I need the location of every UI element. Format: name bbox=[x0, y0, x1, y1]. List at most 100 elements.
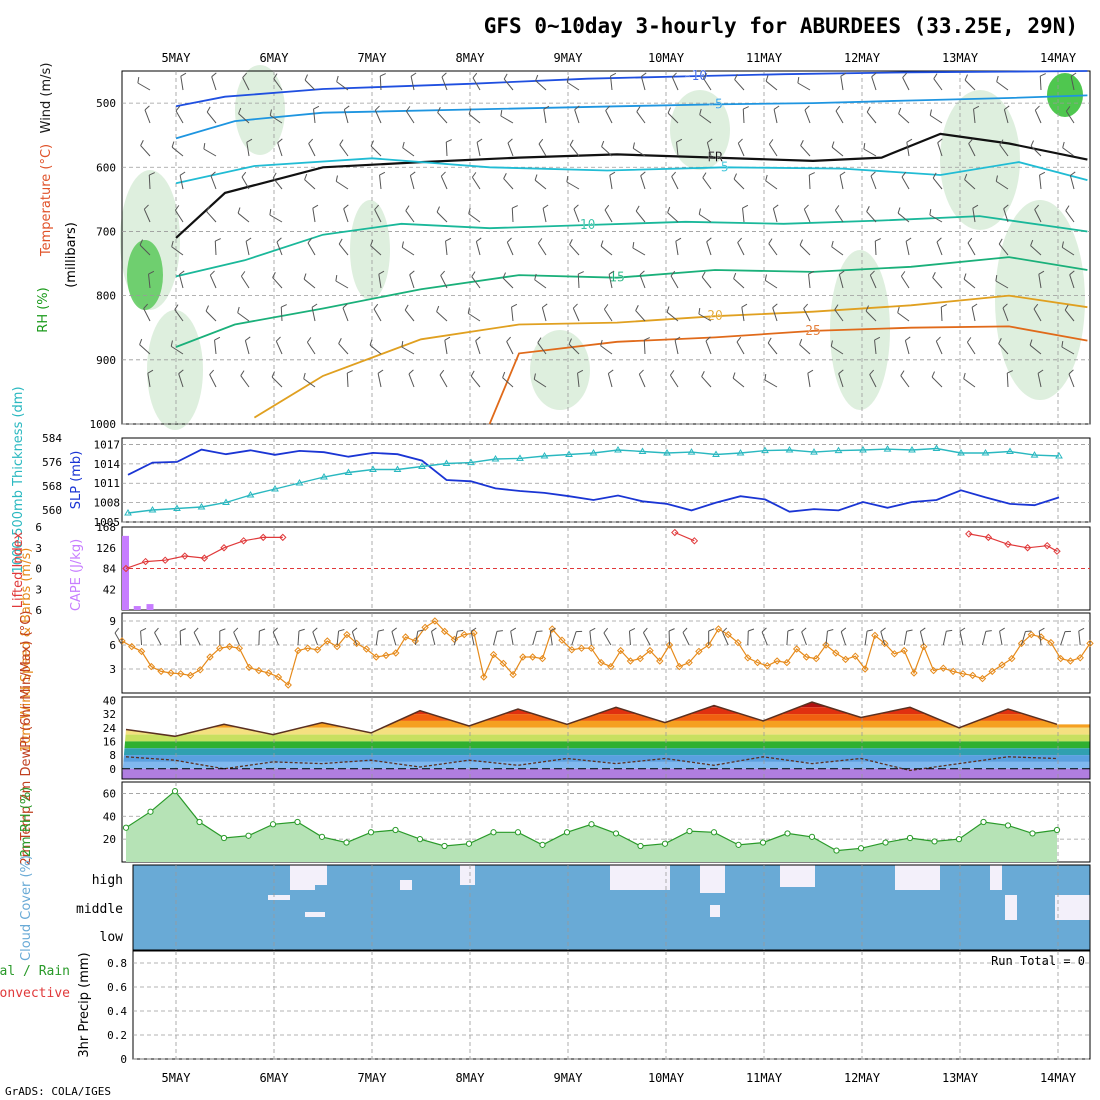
wind-barb-feather bbox=[743, 106, 749, 110]
wind-barb bbox=[535, 80, 547, 91]
wind-barb bbox=[171, 246, 184, 256]
lifted-marker bbox=[181, 552, 189, 560]
wind-barb-feather bbox=[1030, 140, 1034, 147]
wind-barb bbox=[436, 311, 448, 322]
wind-barb bbox=[506, 341, 514, 355]
wind-barb-feather bbox=[701, 271, 706, 278]
thickness-tick-label: 576 bbox=[42, 456, 62, 469]
wind-barb-feather bbox=[698, 208, 701, 215]
rh-marker bbox=[392, 826, 399, 834]
rh-marker bbox=[514, 829, 522, 836]
thickness-axis-label: 1000-500mb Thickness (dm) bbox=[11, 386, 26, 573]
wind-barb-feather bbox=[674, 336, 681, 341]
wind-barb-feather bbox=[1004, 105, 1010, 110]
wind-barb bbox=[632, 147, 646, 157]
wind-barb-feather bbox=[240, 370, 245, 376]
wind-barb bbox=[272, 277, 283, 289]
wind-barb-feather bbox=[666, 306, 670, 313]
wind-speed-marker bbox=[616, 646, 625, 655]
pressure-tick-label: 800 bbox=[96, 290, 116, 303]
wind-barb bbox=[210, 175, 217, 190]
wind-barb bbox=[840, 76, 844, 91]
wind-barb bbox=[1002, 307, 1009, 322]
isotherm-label: 15 bbox=[609, 271, 625, 286]
wind-barb-feather bbox=[808, 270, 815, 275]
wind-speed-marker bbox=[538, 654, 547, 663]
rh-marker bbox=[196, 818, 203, 826]
wind-barb bbox=[1039, 175, 1042, 190]
wind-barb-feather bbox=[772, 303, 778, 309]
wind-barb bbox=[573, 208, 580, 223]
wind-barb-feather bbox=[206, 106, 211, 113]
wind-barb bbox=[271, 376, 283, 388]
slp-line bbox=[127, 448, 1060, 513]
wind-barb bbox=[273, 78, 283, 91]
wind-speed-marker bbox=[216, 644, 224, 652]
wind-barb-feather bbox=[179, 270, 185, 275]
wind-barb-feather bbox=[467, 307, 470, 314]
wind-barb bbox=[973, 109, 976, 124]
wind-speed-marker bbox=[323, 637, 332, 645]
wind-barb-feather bbox=[206, 206, 210, 212]
temp-tick-label: 8 bbox=[109, 749, 116, 762]
wind-barb-feather bbox=[732, 372, 736, 379]
wind-barb bbox=[276, 241, 283, 256]
wind-barb bbox=[238, 113, 250, 124]
wind-barb bbox=[233, 632, 240, 646]
wind-speed-marker bbox=[675, 662, 684, 671]
credit-label: GrADS: COLA/IGES bbox=[5, 1085, 111, 1098]
wind-barb bbox=[174, 309, 184, 322]
isotherm-label: -5 bbox=[707, 97, 723, 112]
lifted-line bbox=[674, 531, 695, 542]
wind-barb-feather bbox=[472, 72, 478, 79]
rh-marker bbox=[882, 839, 889, 846]
day-label: 5MAY bbox=[162, 51, 192, 65]
wind-barb bbox=[468, 113, 481, 124]
day-label: 7MAY bbox=[358, 51, 388, 65]
wind-barb-feather bbox=[610, 72, 617, 77]
wind-barb bbox=[209, 374, 217, 388]
wind-barb-feather bbox=[370, 239, 374, 246]
wind-barb bbox=[640, 76, 646, 91]
slp-tick-label: 1017 bbox=[94, 438, 121, 451]
wind-barb-feather bbox=[147, 369, 154, 374]
wind-barb-feather bbox=[807, 369, 814, 374]
rh-marker bbox=[147, 808, 154, 815]
cloud-gap bbox=[460, 865, 475, 885]
wind-barb bbox=[959, 631, 964, 646]
wind-barb-feather bbox=[209, 270, 215, 276]
wind-barb bbox=[1038, 274, 1042, 289]
cape-bar bbox=[133, 606, 141, 610]
day-label: 10MAY bbox=[648, 1071, 685, 1085]
wind-barb-feather bbox=[998, 338, 1002, 344]
isotherm-line bbox=[175, 215, 1088, 278]
wind-barb-feather bbox=[736, 336, 742, 343]
wind-barb bbox=[1038, 631, 1042, 646]
wind-barb-feather bbox=[245, 237, 252, 242]
wind-barb-feather bbox=[773, 204, 779, 209]
wind-barb-feather bbox=[865, 305, 869, 312]
wind-barb-feather bbox=[963, 372, 966, 379]
wind-barb-feather bbox=[503, 173, 507, 179]
cape-lifted-panel: 6 3 0 3 6 42 84 126 168 Lifted Index CAPE (J/kg) bbox=[11, 521, 1091, 617]
wind-barb-feather bbox=[632, 241, 635, 249]
wind-barb bbox=[1037, 373, 1042, 388]
wind-barb bbox=[999, 631, 1003, 646]
wind-barb-feather bbox=[705, 336, 711, 342]
wind-barb bbox=[880, 631, 886, 646]
wind-barb bbox=[237, 212, 250, 223]
wind-barb bbox=[139, 244, 151, 256]
wind-speed-marker bbox=[450, 635, 459, 644]
wind-barb bbox=[768, 143, 778, 157]
wind-barb bbox=[468, 213, 481, 223]
wind-barb-feather bbox=[1029, 339, 1033, 346]
wind-barb bbox=[240, 275, 250, 289]
wind-barb-feather bbox=[604, 204, 610, 211]
wind-barb-feather bbox=[143, 303, 149, 309]
wind-speed-marker bbox=[304, 644, 312, 652]
wind-barb-feather bbox=[589, 627, 596, 632]
wind-barb bbox=[335, 280, 349, 289]
thickness-marker bbox=[173, 504, 181, 511]
wind-barb-feather bbox=[178, 369, 184, 375]
wind-speed-marker bbox=[206, 653, 214, 661]
